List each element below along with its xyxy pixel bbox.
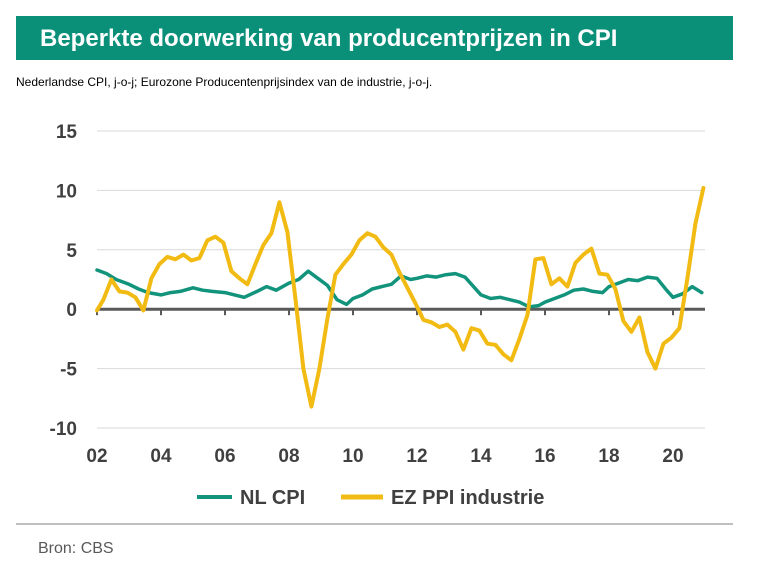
- source-note: Bron: CBS: [38, 540, 114, 557]
- x-tick-label: 12: [406, 446, 427, 467]
- chart-subtitle: Nederlandse CPI, j-o-j; Eurozone Produce…: [16, 75, 433, 89]
- legend-label-nl-cpi: NL CPI: [240, 487, 305, 509]
- y-tick-label: -5: [60, 360, 77, 381]
- x-tick-label: 08: [278, 446, 299, 467]
- x-tick-label: 10: [342, 446, 363, 467]
- x-tick-label: 16: [534, 446, 555, 467]
- y-tick-label: 10: [56, 181, 77, 202]
- title-banner: Beperkte doorwerking van producentprijze…: [16, 16, 733, 60]
- line-chart: 15 10 5 0 -5 -10 02 04 06 08 10 12 14 16 18 20 NL CPI EZ …: [50, 122, 706, 509]
- chart-title: Beperkte doorwerking van producentprijze…: [40, 25, 618, 52]
- y-tick-label: 5: [66, 241, 77, 262]
- x-tick-label: 14: [470, 446, 492, 467]
- legend-label-ez-ppi: EZ PPI industrie: [391, 487, 544, 509]
- y-tick-label: 15: [56, 122, 78, 143]
- series-line-nl-cpi: [95, 268, 704, 309]
- series-line-ez-ppi: [95, 186, 706, 409]
- y-tick-label: -10: [50, 419, 77, 440]
- x-tick-label: 02: [86, 446, 107, 467]
- y-tick-label: 0: [66, 300, 77, 321]
- x-tick-label: 04: [150, 446, 172, 467]
- source-divider: [16, 523, 733, 525]
- x-tick-label: 18: [598, 446, 619, 467]
- x-tick-label: 20: [662, 446, 683, 467]
- x-tick-label: 06: [214, 446, 235, 467]
